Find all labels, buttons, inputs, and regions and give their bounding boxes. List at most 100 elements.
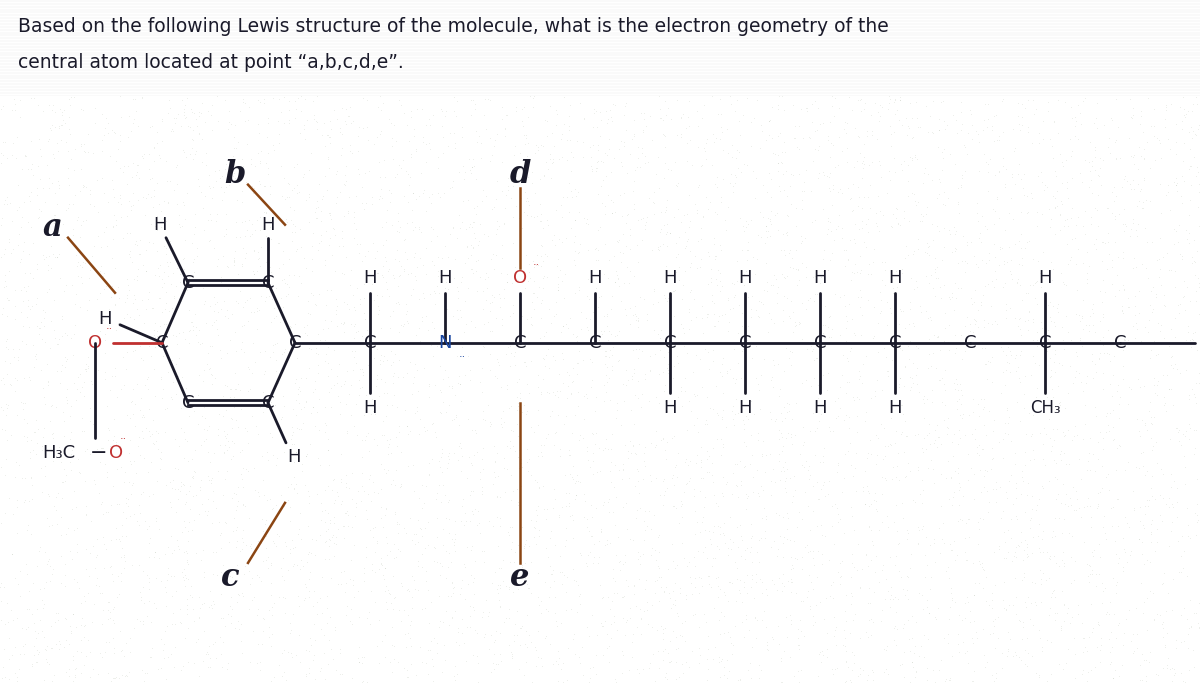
Point [716,478,736,489]
Point [124,408,143,419]
Point [841,192,860,203]
Point [1093,311,1112,322]
Point [318,371,337,382]
Point [1084,550,1103,561]
Point [979,406,998,417]
Point [522,178,541,189]
Point [44,449,64,460]
Point [896,112,916,123]
Point [848,565,868,576]
Point [274,667,293,678]
Point [882,308,901,319]
Point [24,445,43,456]
Point [290,656,310,667]
Point [0,234,18,245]
Point [817,229,836,240]
Point [836,311,856,322]
Point [458,252,478,263]
Point [26,448,46,459]
Point [112,211,131,222]
Point [923,385,942,395]
Point [949,477,968,488]
Point [930,374,949,385]
Point [707,381,726,392]
Point [1026,505,1045,516]
Point [842,206,862,217]
Point [594,621,613,632]
Point [60,620,79,631]
Point [377,204,396,215]
Point [73,262,92,273]
Point [1067,350,1086,361]
Point [139,573,158,584]
Point [1048,423,1067,434]
Point [688,263,707,274]
Point [184,406,203,417]
Point [173,566,192,577]
Point [433,523,452,534]
Point [490,563,509,574]
Point [202,370,221,380]
Point [1054,161,1073,171]
Point [666,631,685,642]
Point [628,465,647,476]
Point [1164,223,1183,234]
Point [372,290,391,301]
Point [679,324,698,335]
Point [886,109,905,120]
Point [598,320,617,331]
Point [598,643,617,654]
Point [325,494,344,505]
Point [781,587,800,598]
Point [869,576,888,587]
Point [263,628,282,639]
Point [151,633,170,644]
Point [1147,292,1166,303]
Point [1090,569,1109,580]
Point [754,212,773,223]
Point [218,117,238,128]
Point [1052,621,1072,632]
Text: ··: ·· [458,352,466,362]
Point [472,386,491,397]
Point [131,586,150,597]
Point [720,90,739,101]
Point [308,245,328,255]
Point [127,614,146,625]
Point [1058,259,1078,270]
Point [922,572,941,583]
Point [335,169,354,180]
Point [37,252,56,263]
Point [883,287,902,298]
Point [673,109,692,120]
Point [372,553,391,563]
Point [814,479,833,490]
Point [397,671,416,682]
Point [442,576,461,587]
Point [228,522,247,533]
Point [419,458,438,469]
Point [445,389,464,400]
Point [1080,501,1099,512]
Point [736,266,755,277]
Point [744,409,763,420]
Point [1006,352,1025,363]
Point [377,217,396,227]
Point [533,451,552,462]
Point [538,344,557,354]
Point [892,305,911,316]
Point [503,536,522,547]
Point [299,486,318,497]
Point [500,176,520,186]
Point [230,447,250,458]
Point [1159,341,1178,352]
Point [499,639,518,650]
Point [685,199,704,210]
Point [936,673,955,683]
Point [416,156,436,167]
Point [344,540,364,550]
Point [323,338,342,349]
Point [984,135,1003,146]
Point [1018,549,1037,560]
Point [850,95,869,106]
